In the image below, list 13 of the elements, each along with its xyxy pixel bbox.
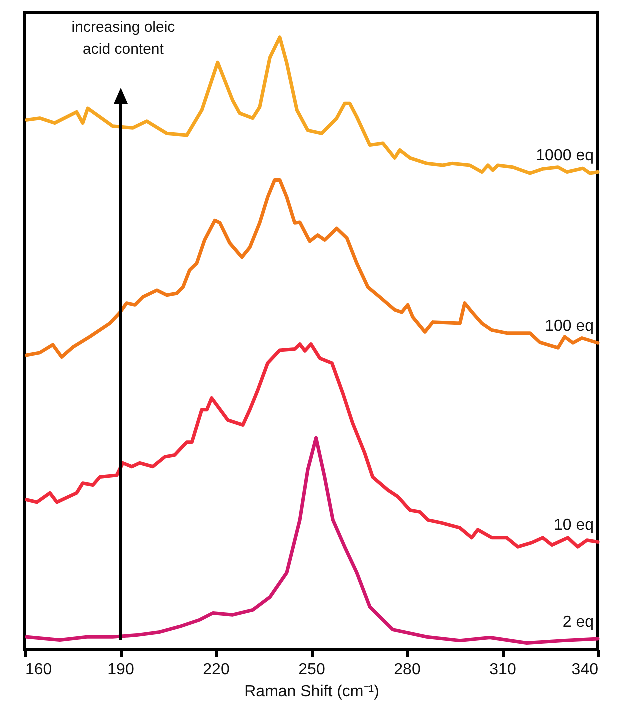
series-label: 100 eq [545, 318, 594, 336]
series-label: 1000 eq [536, 147, 594, 164]
x-tick-label: 190 [108, 662, 134, 678]
x-tick-label: 310 [490, 662, 516, 678]
x-tick-label: 160 [26, 662, 52, 678]
series-label: 10 eq [554, 517, 594, 534]
x-tick-label: 250 [298, 662, 326, 678]
annotation: increasing oleic acid content [70, 18, 176, 60]
x-tick-label: 280 [394, 662, 421, 678]
x-axis-title: Raman Shift (cm⁻¹) [244, 684, 380, 700]
x-tick-label: 220 [203, 662, 230, 678]
series-label: 2 eq [562, 614, 594, 631]
x-tick-label: 340 [572, 662, 599, 678]
